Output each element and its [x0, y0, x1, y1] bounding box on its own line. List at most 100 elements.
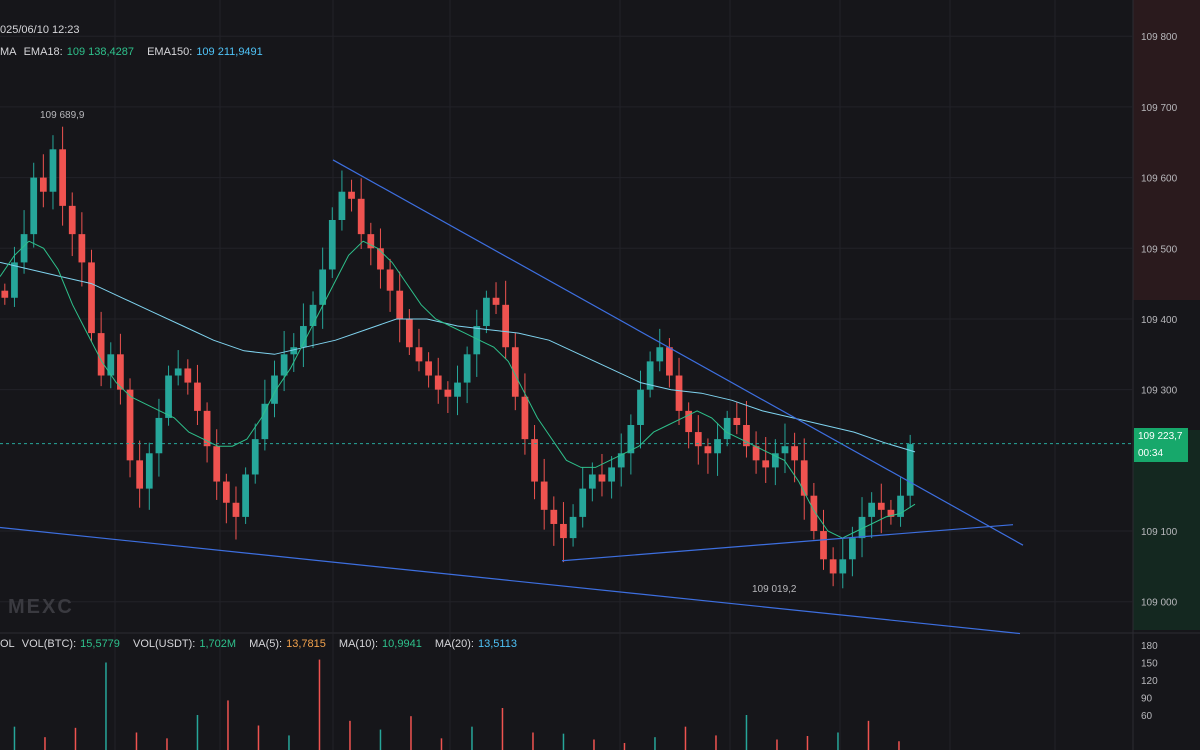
volume-bar: [471, 726, 473, 750]
axis-shade-lower: [1133, 430, 1200, 630]
volume-bar: [593, 739, 595, 750]
candle-body: [107, 354, 115, 376]
volume-bar: [745, 715, 748, 750]
ema18-label: EMA18:: [23, 46, 63, 58]
volume-bar: [654, 737, 656, 750]
vol-btc-value: 15,5779: [80, 638, 120, 650]
candle-body: [425, 361, 432, 376]
candle-body: [463, 354, 471, 383]
candle-body: [78, 234, 86, 263]
candle-body: [174, 368, 182, 376]
current-price-badge: 109 223,7 00:34: [1134, 428, 1188, 462]
candle-body: [656, 347, 664, 362]
ma5-label: MA(5):: [249, 638, 283, 650]
trendline-1: [0, 526, 1021, 635]
ema18-value: 109 138,4287: [66, 46, 134, 58]
candle-body: [30, 177, 38, 235]
candle-body: [319, 269, 327, 305]
candle-body: [232, 502, 240, 517]
candle-body: [762, 460, 770, 468]
candle-body: [781, 446, 789, 454]
candle-body: [396, 290, 404, 319]
candle-body: [502, 304, 510, 348]
candle-body: [300, 326, 307, 348]
ma5-value: 13,7815: [286, 638, 326, 650]
candle-body: [97, 333, 105, 376]
ma20-label: MA(20):: [434, 638, 474, 650]
candle-body: [222, 481, 230, 503]
ma20-value: 13,5113: [478, 638, 517, 650]
volume-bar: [776, 739, 778, 750]
price-tick-label: 109 100: [1141, 527, 1178, 538]
candle-body: [675, 375, 683, 411]
candle-body: [367, 234, 375, 249]
candle-body: [473, 326, 481, 355]
candle-body: [117, 354, 124, 390]
candle-body: [377, 248, 384, 270]
candle-body: [444, 389, 452, 397]
candle-body: [906, 444, 914, 496]
candle-body: [550, 509, 558, 524]
candle-body: [637, 389, 644, 425]
volume-bar: [837, 732, 839, 750]
vol-btc-label: VOL(BTC):: [21, 638, 77, 650]
candle-body: [483, 297, 490, 327]
volume-bar: [684, 726, 687, 750]
ema-prefix: MA: [0, 46, 17, 58]
vol-usdt-value: 1,702M: [199, 638, 237, 650]
candle-body: [11, 262, 18, 298]
vol-usdt-label: VOL(USDT):: [132, 638, 196, 650]
candle-body: [560, 523, 567, 539]
candle-body: [800, 460, 808, 496]
candle-body: [348, 191, 355, 199]
candle-body: [357, 198, 365, 235]
candle-body: [608, 467, 615, 482]
candle-body: [829, 559, 837, 574]
candle-body: [68, 205, 76, 235]
volume-bar: [349, 720, 351, 750]
candle-body: [434, 375, 442, 390]
volume-bar: [74, 727, 77, 750]
volume-tick-label: 60: [1141, 711, 1153, 722]
candle-body: [328, 220, 336, 270]
candle-body: [415, 347, 423, 362]
candle-body: [165, 375, 172, 418]
trendline-2: [561, 524, 1014, 562]
volume-bar: [806, 736, 809, 750]
volume-bar: [715, 735, 717, 750]
volume-bar: [166, 738, 168, 750]
volume-bar: [440, 738, 443, 750]
volume-bar: [867, 720, 870, 750]
candle-body: [136, 460, 144, 489]
candle-body: [849, 538, 856, 560]
candle-body: [877, 502, 885, 510]
candle-body: [290, 347, 298, 355]
candle-body: [569, 516, 577, 539]
candle-body: [145, 453, 153, 489]
volume-bar: [227, 700, 229, 750]
price-tick-label: 109 600: [1141, 174, 1178, 185]
volume-bar: [501, 708, 504, 750]
ema150-value: 109 211,9491: [196, 46, 263, 58]
volume-bar: [532, 732, 534, 750]
candle-body: [59, 149, 66, 206]
candle-countdown-text: 00:34: [1138, 448, 1164, 459]
candle-body: [598, 474, 606, 482]
volume-bar: [410, 716, 412, 750]
candle-body: [646, 361, 654, 390]
price-tick-label: 109 800: [1141, 32, 1178, 43]
candle-body: [251, 439, 259, 475]
datetime-text: 025/06/10 12:23: [0, 24, 80, 36]
volume-bar: [13, 726, 16, 750]
candle-body: [126, 389, 134, 461]
candle-body: [858, 516, 866, 539]
ma10-value: 10,9941: [382, 638, 422, 650]
ma10-label: MA(10):: [338, 638, 379, 650]
ema150-line: [0, 261, 916, 453]
candle-body: [454, 382, 461, 397]
exchange-watermark: MEXC: [8, 596, 74, 618]
price-tick-label: 109 700: [1141, 103, 1178, 114]
volume-tick-label: 90: [1141, 694, 1153, 705]
ema150-label: EMA150:: [147, 46, 193, 58]
